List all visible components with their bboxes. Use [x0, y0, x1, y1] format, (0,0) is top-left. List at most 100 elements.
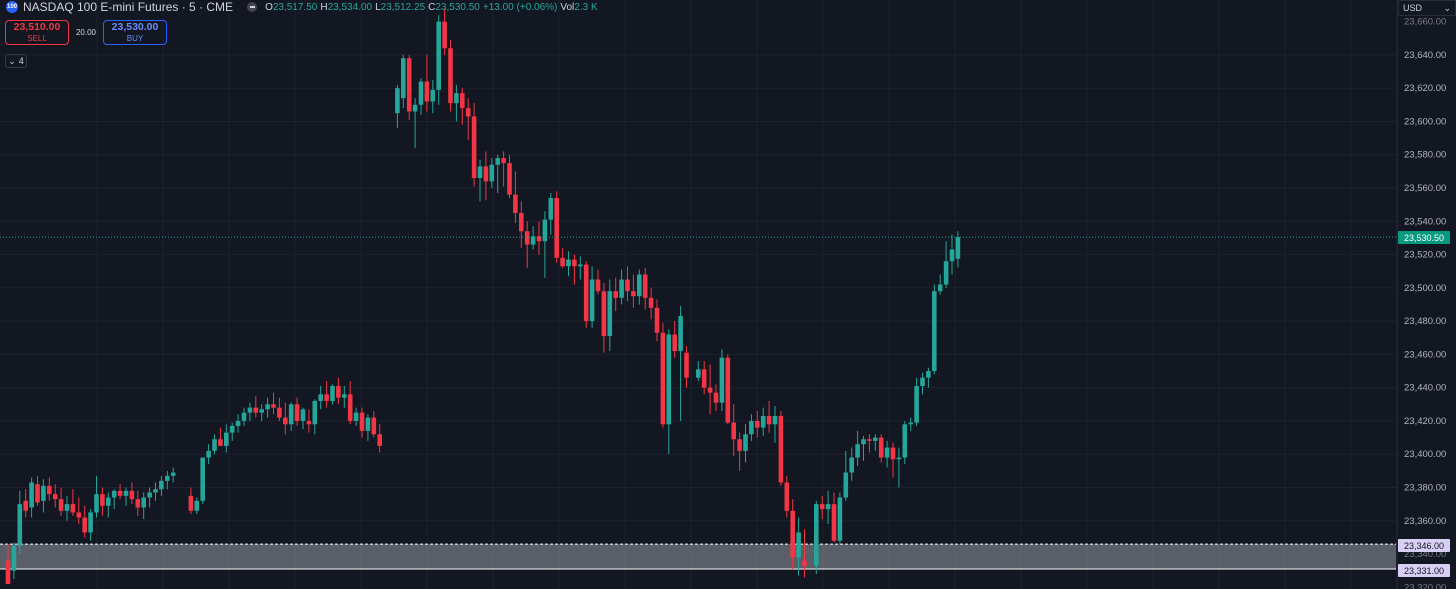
candle-down: [442, 8, 447, 55]
candle-up: [29, 477, 34, 518]
candle-up: [147, 487, 152, 508]
candle-body: [70, 504, 76, 513]
ohlc-value: 23,517.50: [272, 1, 318, 13]
candle-body: [253, 407, 259, 413]
candle-body: [35, 484, 40, 503]
candle-down: [878, 434, 884, 463]
zone-rect: [0, 544, 1396, 570]
candle-body: [513, 194, 518, 213]
candle-body: [583, 264, 589, 322]
y-tick-label: 23,360.00: [1404, 516, 1446, 527]
candle-body: [471, 116, 477, 179]
ohlc-value: 23,512.25: [380, 1, 426, 13]
candle-down: [188, 487, 194, 515]
candle-down: [35, 475, 40, 506]
indicators-toggle[interactable]: ⌄ 4: [5, 54, 27, 68]
candle-body: [642, 274, 648, 298]
y-tick-label-partial: 23,340.00: [1404, 549, 1446, 560]
candle-down: [347, 381, 353, 425]
sell-button[interactable]: 23,510.00 SELL: [5, 20, 69, 45]
candle-up: [412, 98, 418, 149]
candle-down: [766, 400, 772, 433]
candle-body: [11, 545, 17, 571]
buy-price: 23,530.00: [111, 21, 159, 33]
candle-body: [607, 291, 613, 337]
candle-body: [884, 447, 890, 458]
candle-body: [890, 447, 896, 460]
candle-up: [814, 500, 819, 575]
candle-down: [336, 377, 341, 405]
candle-down: [648, 287, 654, 320]
candle-body: [578, 264, 583, 267]
candle-up: [312, 399, 318, 435]
candle-body: [790, 510, 795, 558]
candle-down: [867, 434, 872, 453]
candle-down: [253, 395, 259, 418]
candle-up: [288, 402, 294, 431]
candle-body: [678, 316, 683, 352]
currency-selector[interactable]: USD ⌄: [1398, 0, 1456, 16]
level-tag-upper[interactable]: 23,346.00: [1398, 539, 1450, 552]
candle-body: [159, 480, 164, 490]
candle-body: [542, 219, 548, 242]
candle-body: [530, 236, 536, 245]
candle-down: [129, 482, 135, 505]
candle-body: [849, 457, 854, 473]
symbol-title[interactable]: NASDAQ 100 E-mini Futures · 5 · CME: [23, 0, 234, 14]
candle-body: [153, 489, 158, 493]
candle-up: [607, 279, 613, 352]
candle-up: [530, 226, 536, 250]
candle-body: [595, 279, 601, 292]
candle-body: [265, 404, 270, 410]
candle-body: [589, 279, 595, 322]
candle-down: [890, 442, 896, 478]
candle-body: [359, 412, 365, 431]
hide-legend-icon[interactable]: [247, 2, 258, 12]
candle-body: [949, 249, 955, 262]
y-tick-label: 23,520.00: [1404, 250, 1446, 261]
last-price-tag: 23,530.50: [1398, 231, 1450, 244]
candle-body: [318, 394, 323, 401]
candle-body: [908, 422, 913, 425]
candle-up: [111, 489, 117, 510]
candle-body: [141, 497, 146, 508]
candle-body: [784, 482, 790, 511]
candle-body: [495, 158, 500, 165]
candle-up: [477, 159, 483, 202]
candle-body: [536, 236, 542, 242]
candle-up: [318, 386, 323, 410]
candle-up: [937, 274, 943, 295]
candle-up: [873, 434, 878, 451]
candle-up: [241, 407, 247, 426]
candle-body: [631, 291, 636, 297]
candle-down: [731, 404, 736, 456]
candle-body: [259, 409, 264, 413]
candle-body: [300, 409, 306, 421]
indicator-count: 4: [18, 56, 24, 66]
candle-body: [247, 407, 253, 413]
candle-body: [766, 415, 772, 425]
chart-grid: [0, 0, 1396, 589]
candle-down: [524, 221, 530, 268]
candle-body: [288, 404, 294, 425]
candle-body: [477, 166, 483, 179]
candle-down: [306, 409, 312, 433]
candle-body: [229, 425, 235, 433]
symbol-logo[interactable]: 100: [6, 1, 18, 13]
candle-body: [312, 400, 318, 425]
chevron-down-icon: ⌄: [8, 55, 16, 66]
candle-up: [123, 487, 129, 506]
y-tick-label: 23,380.00: [1404, 483, 1446, 494]
candle-body: [100, 494, 105, 506]
candle-down: [737, 432, 742, 471]
candle-up: [696, 361, 701, 382]
level-tag-lower[interactable]: 23,331.00: [1398, 564, 1450, 577]
candle-body: [377, 434, 382, 446]
buy-button[interactable]: 23,530.00 BUY: [103, 20, 167, 45]
candle-down: [70, 489, 76, 516]
candle-body: [873, 437, 878, 441]
candle-up: [259, 404, 264, 421]
candle-body: [401, 58, 406, 99]
candle-up: [247, 402, 253, 421]
